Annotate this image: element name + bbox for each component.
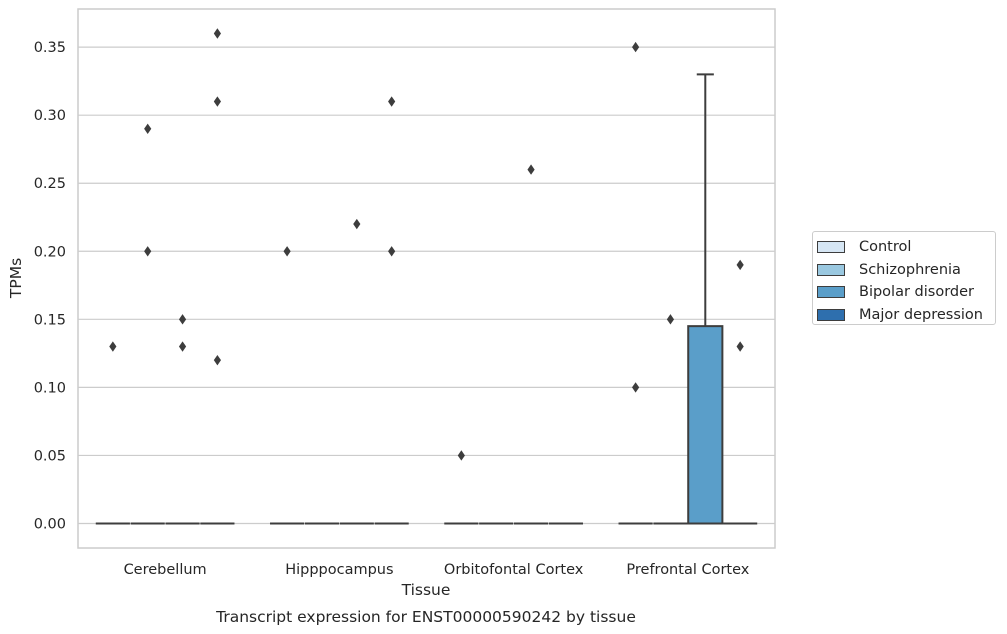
outlier-point	[213, 96, 221, 107]
box-control	[444, 450, 479, 525]
chart-title: Transcript expression for ENST0000059024…	[215, 608, 636, 626]
outlier-point	[213, 28, 221, 39]
legend-label: Control	[859, 239, 912, 256]
x-tick-label: Prefrontal Cortex	[626, 562, 749, 578]
box-major-depression	[723, 259, 758, 525]
y-tick-label: 0.15	[34, 312, 66, 328]
outlier-point	[144, 123, 152, 134]
outlier-point	[283, 246, 291, 257]
box-major-depression	[200, 28, 235, 525]
y-tick-label: 0.30	[34, 108, 66, 124]
y-tick-label: 0.05	[34, 448, 66, 464]
x-axis-ticks: Cerebellum Hipppocampus Orbitofontal Corte…	[124, 562, 750, 578]
y-tick-label: 0.35	[34, 40, 66, 56]
outlier-point	[457, 450, 465, 461]
legend-item: Bipolar disorder	[817, 281, 995, 304]
outlier-point	[632, 41, 640, 53]
x-tick-label: Hipppocampus	[285, 562, 393, 578]
x-tick-label: Cerebellum	[124, 562, 207, 578]
outlier-point	[388, 96, 396, 107]
outlier-point	[388, 246, 396, 257]
y-axis-label: TPMs	[7, 258, 25, 299]
outlier-point	[353, 218, 361, 230]
legend-swatch	[817, 308, 845, 321]
outlier-point	[178, 314, 187, 325]
box-bipolar-disorder	[687, 73, 724, 525]
y-tick-label: 0.20	[34, 244, 66, 260]
outlier-point	[144, 246, 152, 257]
grid-lines	[78, 46, 775, 525]
outlier-point	[736, 259, 744, 271]
outlier-point	[632, 382, 640, 393]
legend-swatch	[817, 286, 845, 299]
legend: Control Schizophrenia Bipolar disorder Majo…	[812, 231, 996, 325]
box-control	[95, 341, 130, 525]
legend-item: Control	[817, 236, 995, 259]
y-axis-ticks: 0.00 0.05 0.10 0.15 0.20 0.25 0.30 0.35	[34, 40, 66, 532]
outlier-point	[527, 164, 535, 175]
y-tick-label: 0.10	[34, 380, 66, 396]
x-tick-label: Orbitofontal Cortex	[444, 562, 584, 578]
box-bipolar-disorder	[339, 218, 374, 525]
box-bipolar-disorder	[165, 314, 200, 525]
y-tick-label: 0.00	[34, 517, 66, 533]
legend-swatch	[817, 241, 845, 254]
outlier-point	[213, 354, 221, 366]
box-plot-marks	[95, 28, 758, 525]
outlier-point	[736, 341, 744, 352]
x-axis-label: Tissue	[401, 581, 451, 599]
box-control	[270, 246, 305, 525]
box-control	[618, 41, 653, 525]
outlier-point	[109, 341, 117, 352]
legend-swatch	[817, 263, 845, 276]
box-major-depression	[374, 96, 409, 525]
box-schizophrenia	[130, 123, 165, 525]
outlier-point	[178, 341, 187, 352]
box-bipolar-disorder	[513, 164, 549, 525]
plot-frame	[77, 8, 776, 549]
legend-item: Schizophrenia	[817, 259, 995, 282]
legend-label: Bipolar disorder	[859, 284, 974, 301]
legend-label: Major depression	[859, 306, 983, 323]
box-schizophrenia	[653, 314, 688, 525]
y-tick-label: 0.25	[34, 176, 66, 192]
legend-item: Major depression	[817, 304, 995, 327]
box-body	[687, 325, 724, 525]
outlier-point	[666, 314, 675, 325]
legend-label: Schizophrenia	[859, 261, 961, 278]
